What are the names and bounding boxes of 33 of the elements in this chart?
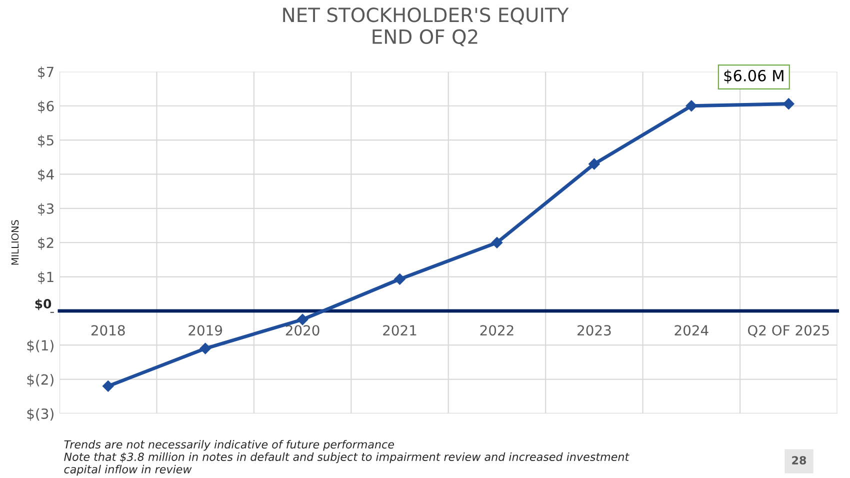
point [102,380,114,392]
text: Trends are not necessarily indicative of future performance Note that $3.8 million in notes in default and subject to impairment review and increased investment capital inflow in review [64,440,630,476]
x-tick-label: 2024 [674,325,708,336]
point [200,342,211,354]
point [686,100,698,112]
text: 28 [792,456,806,464]
point [783,98,794,110]
x-tick-label: 2019 [188,325,222,336]
x-tick-label: 2018 [91,325,125,336]
y-tick-label: $1 [38,271,54,284]
x-tick-label: 2020 [286,325,320,336]
y-tick-label: - [50,312,54,313]
y-tick-label: $7 [38,66,54,80]
x-tick-label: 2023 [578,325,611,336]
chart-title: NET STOCKHOLDER'S EQUITY END OF Q2 [283,8,569,46]
x-tick-label: 2021 [383,325,416,336]
y-tick-label: $(1) [27,340,54,352]
point [588,158,600,170]
y-tick-label: $(3) [27,408,54,421]
x-tick-label: Q2 OF 2025 [748,325,829,338]
y-tick-label: $2 [38,237,54,250]
y-tick-label: $6 [38,100,54,114]
y-axis-title: MILLIONS [11,220,19,265]
y-tick-label: $4 [38,168,54,182]
text: $0 [35,298,52,310]
y-tick-label: $5 [38,134,54,148]
x-tick-label: 2022 [480,325,514,336]
point [394,274,406,285]
y-tick-label: $(2) [27,374,54,387]
point [491,236,503,248]
annotation: $6.06 M [724,70,784,84]
point [296,314,308,326]
y-tick-label: $3 [38,203,54,216]
